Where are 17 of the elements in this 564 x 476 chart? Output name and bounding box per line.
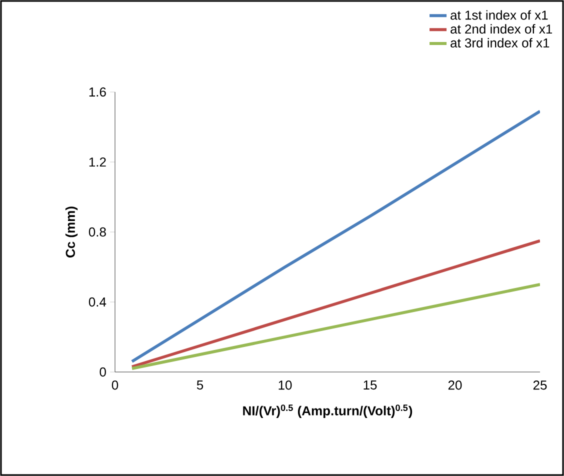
x-tick-label: 15: [364, 380, 377, 390]
y-tick-label: 0.4: [88, 297, 106, 307]
y-tick-label: 0: [100, 367, 106, 377]
x-tick-label: 20: [448, 380, 462, 390]
legend-label: at 1st index of x1: [450, 10, 548, 20]
y-tick-label: 1.6: [89, 87, 106, 97]
legend-label: at 3rd index of x1: [450, 38, 550, 48]
x-tick-label: 0: [112, 380, 118, 390]
y-tick-label: 0.8: [88, 227, 106, 237]
x-tick-label: 10: [278, 380, 292, 390]
x-tick-label: 25: [533, 380, 547, 390]
legend-label: at 2nd index of x1: [450, 24, 552, 34]
y-axis-title: Cc (mm): [65, 206, 78, 258]
x-axis-title: NI/(Vr)$^{0.5}$ (Amp.turn/(Volt)$^{0.5}$): [243, 404, 412, 418]
line-series: [130, 110, 540, 363]
y-tick-label: 1.2: [89, 157, 106, 167]
x-tick-label: 5: [196, 380, 204, 390]
